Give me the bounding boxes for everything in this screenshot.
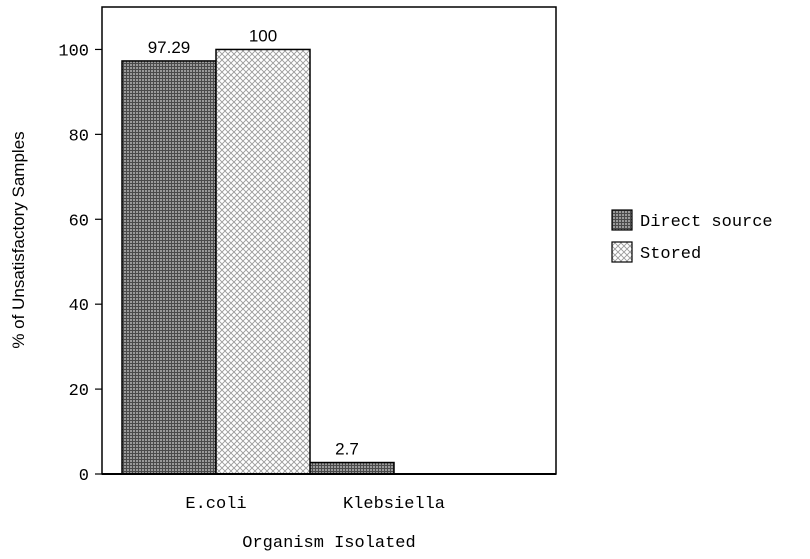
bar-direct-source-klebsiella	[299, 461, 395, 475]
y-tick-label: 40	[69, 297, 89, 316]
data-label: 100	[249, 26, 277, 45]
x-category-label: Klebsiella	[343, 495, 445, 514]
x-axis-title: Organism Isolated	[242, 534, 415, 553]
x-category-label: E.coli	[185, 495, 246, 514]
bar-stored-e-coli	[215, 48, 311, 475]
y-axis-title: % of Unsatisfactory Samples	[9, 131, 28, 348]
legend-label: Stored	[640, 245, 701, 264]
legend-swatch	[611, 209, 633, 231]
data-label: 97.29	[148, 38, 191, 57]
y-tick-label: 20	[69, 382, 89, 401]
data-label: 2.7	[335, 440, 359, 459]
y-tick-label: 60	[69, 212, 89, 231]
legend-label: Direct source	[640, 213, 773, 232]
y-tick-label: 100	[58, 42, 89, 61]
y-tick-label: 0	[79, 467, 89, 486]
bar-direct-source-e-coli	[121, 60, 217, 475]
legend-swatch	[611, 241, 633, 263]
y-tick-label: 80	[69, 127, 89, 146]
